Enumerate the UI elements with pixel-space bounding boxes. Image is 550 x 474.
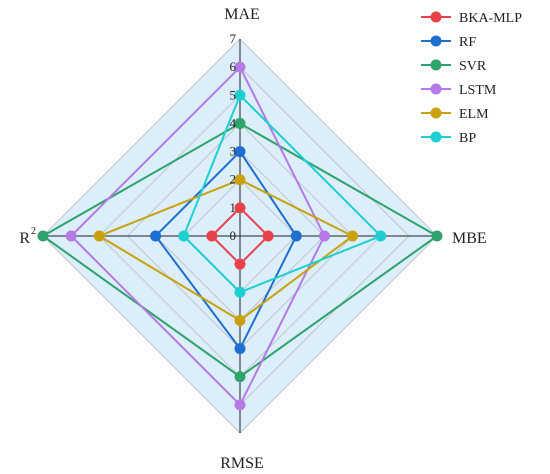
tick-label: 1	[230, 200, 237, 215]
legend-label-svr: SVR	[459, 59, 487, 74]
series-point-bp-rmse	[234, 286, 246, 298]
legend-marker-rf	[430, 35, 442, 47]
series-point-rf-mae	[234, 146, 246, 158]
tick-label: 2	[230, 172, 237, 187]
series-point-rf-r2	[150, 230, 162, 242]
series-point-elm-r2	[93, 230, 105, 242]
series-point-lstm-rmse	[234, 399, 246, 411]
radar-tick-labels: 0 1 2 3 4 5 6 7	[230, 31, 237, 243]
tick-label: 4	[230, 115, 237, 130]
tick-label: 6	[230, 59, 237, 74]
series-point-bka-mlp-mae	[234, 202, 246, 214]
tick-label: 0	[230, 228, 237, 243]
axis-label-mae: MAE	[224, 6, 260, 23]
series-point-bp-r2	[178, 230, 190, 242]
series-point-bka-mlp-mbe	[262, 230, 274, 242]
series-point-rf-mbe	[290, 230, 302, 242]
series-point-elm-mbe	[347, 230, 359, 242]
legend-marker-lstm	[430, 83, 442, 95]
series-point-lstm-mae	[234, 61, 246, 73]
series-point-elm-mae	[234, 174, 246, 186]
series-point-rf-rmse	[234, 343, 246, 355]
legend-marker-bp	[430, 131, 442, 143]
axis-label-r2-superscript: 2	[31, 226, 36, 237]
legend-marker-svr	[430, 59, 442, 71]
series-point-elm-rmse	[234, 314, 246, 326]
legend-label-elm: ELM	[459, 107, 489, 122]
series-point-lstm-r2	[65, 230, 77, 242]
legend-label-bp: BP	[459, 131, 476, 146]
axis-label-r2: R	[19, 230, 30, 247]
legend-marker-bka-mlp	[430, 11, 442, 23]
series-point-bp-mbe	[375, 230, 387, 242]
series-point-lstm-mbe	[318, 230, 330, 242]
legend-label-lstm: LSTM	[459, 83, 497, 98]
legend-label-rf: RF	[459, 35, 476, 50]
series-point-svr-r2	[37, 230, 49, 242]
axis-label-mbe: MBE	[452, 230, 487, 247]
radar-series	[37, 61, 443, 411]
series-point-bka-mlp-r2	[206, 230, 218, 242]
tick-label: 3	[230, 144, 237, 159]
series-point-svr-mae	[234, 117, 246, 129]
tick-label: 7	[230, 31, 237, 46]
tick-label: 5	[230, 87, 237, 102]
legend-label-bka-mlp: BKA-MLP	[459, 11, 522, 26]
axis-label-rmse: RMSE	[220, 455, 264, 472]
series-point-svr-rmse	[234, 371, 246, 383]
series-point-bp-mae	[234, 89, 246, 101]
legend-marker-elm	[430, 107, 442, 119]
series-point-svr-mbe	[431, 230, 443, 242]
series-point-bka-mlp-rmse	[234, 258, 246, 270]
legend: BKA-MLP RF SVR LSTM ELM BP	[421, 11, 522, 146]
